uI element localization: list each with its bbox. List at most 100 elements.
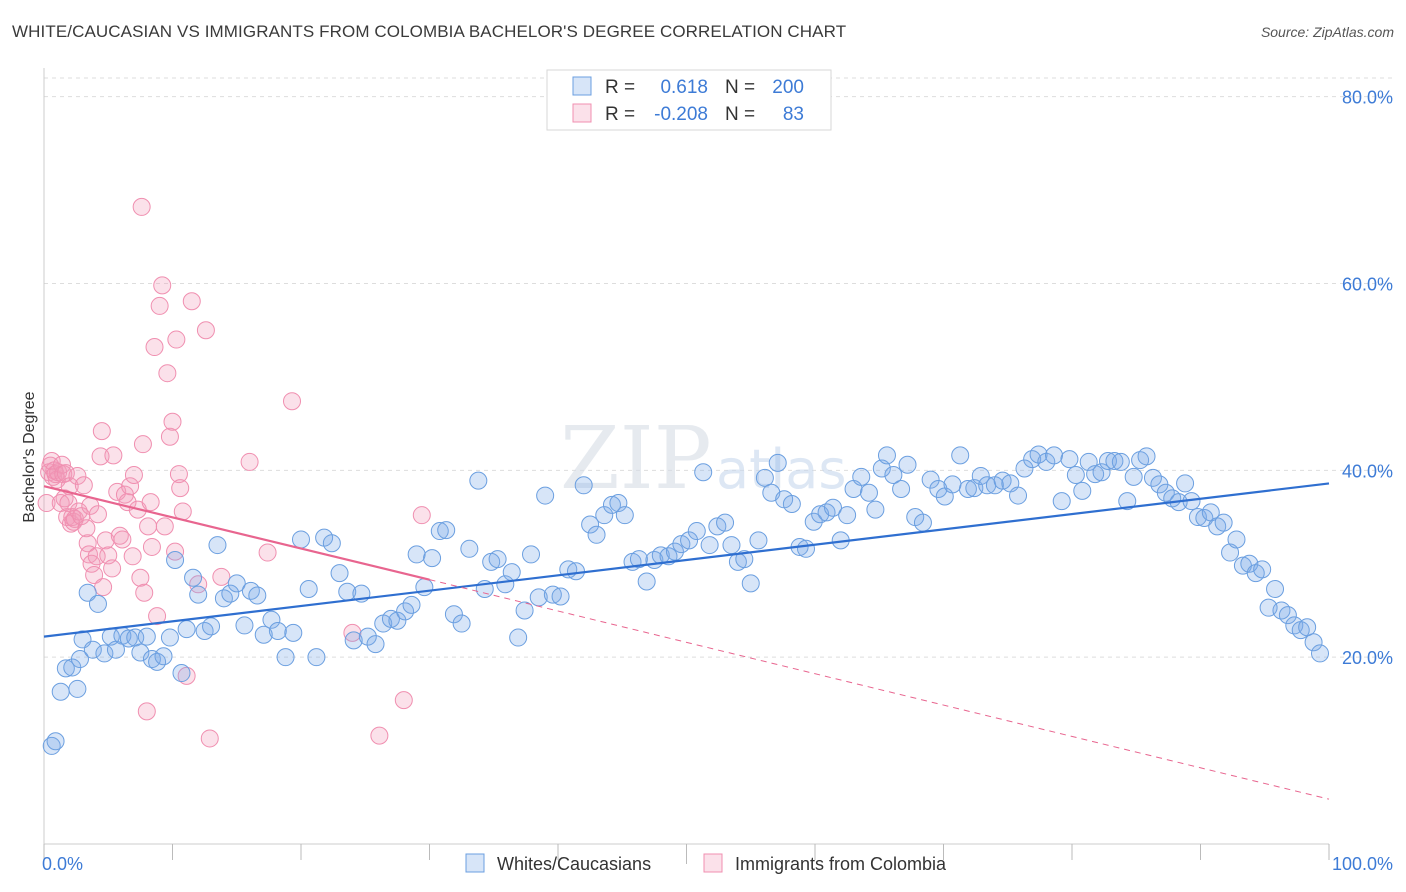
point-whites bbox=[680, 531, 699, 550]
point-whites bbox=[292, 530, 310, 549]
point-whites bbox=[56, 659, 75, 678]
point-whites bbox=[884, 466, 903, 485]
point-whites bbox=[1009, 486, 1028, 505]
point-whites bbox=[749, 531, 768, 550]
point-whites bbox=[722, 536, 741, 555]
point-whites bbox=[160, 628, 179, 647]
point-whites bbox=[797, 539, 816, 558]
point-colombia bbox=[196, 321, 215, 340]
point-whites bbox=[344, 631, 363, 650]
point-whites bbox=[543, 585, 562, 604]
point-colombia bbox=[212, 567, 231, 586]
x-tick-label-min: 0.0% bbox=[42, 854, 83, 874]
point-colombia bbox=[158, 364, 177, 383]
point-whites bbox=[154, 647, 173, 666]
point-colombia bbox=[94, 578, 113, 597]
point-whites bbox=[595, 506, 614, 525]
point-colombia bbox=[104, 446, 123, 465]
point-whites bbox=[1015, 459, 1034, 478]
point-whites bbox=[248, 586, 267, 605]
point-whites bbox=[1060, 450, 1079, 469]
point-whites bbox=[68, 679, 87, 698]
point-whites bbox=[488, 550, 507, 569]
point-whites bbox=[1227, 530, 1246, 549]
point-colombia bbox=[139, 517, 158, 536]
point-whites bbox=[214, 589, 233, 608]
point-colombia bbox=[160, 427, 179, 446]
legend-n-value: 83 bbox=[783, 104, 804, 125]
point-whites bbox=[227, 574, 246, 593]
point-colombia bbox=[132, 197, 151, 216]
point-whites bbox=[716, 513, 735, 532]
point-whites bbox=[254, 625, 273, 644]
legend-r-value: 0.618 bbox=[660, 77, 708, 98]
point-whites bbox=[189, 585, 208, 604]
point-colombia bbox=[142, 537, 161, 556]
point-whites bbox=[83, 640, 102, 659]
point-whites bbox=[581, 515, 600, 534]
point-whites bbox=[898, 455, 917, 474]
point-whites bbox=[929, 480, 948, 499]
point-whites bbox=[142, 650, 161, 669]
point-whites bbox=[838, 506, 857, 525]
point-whites bbox=[913, 513, 932, 532]
trend-line-whites bbox=[43, 482, 1330, 638]
point-colombia bbox=[240, 452, 259, 471]
point-whites bbox=[694, 463, 713, 482]
point-whites bbox=[921, 470, 940, 489]
point-whites bbox=[817, 503, 836, 522]
point-whites bbox=[951, 446, 970, 465]
trend-lines bbox=[43, 482, 1330, 800]
point-whites bbox=[1105, 452, 1124, 470]
y-tick-label: 20.0% bbox=[1342, 648, 1393, 668]
point-colombia bbox=[88, 505, 107, 524]
point-whites bbox=[509, 628, 528, 647]
point-colombia bbox=[68, 466, 87, 485]
point-colombia bbox=[135, 583, 154, 602]
legend-r-label: R = bbox=[605, 104, 635, 125]
point-whites bbox=[515, 601, 534, 620]
y-tick-label: 40.0% bbox=[1342, 461, 1393, 481]
point-whites bbox=[768, 453, 787, 472]
point-colombia bbox=[283, 392, 302, 411]
legend-swatch-whites bbox=[465, 853, 485, 873]
point-whites bbox=[119, 629, 138, 648]
point-whites bbox=[195, 622, 214, 641]
point-whites bbox=[366, 635, 385, 654]
point-whites bbox=[262, 610, 281, 629]
point-whites bbox=[1143, 468, 1162, 487]
gridlines: 20.0% 40.0% 60.0% 80.0% bbox=[44, 77, 1394, 668]
legend-r-label: R = bbox=[605, 77, 635, 98]
point-colombia bbox=[37, 494, 56, 513]
point-whites bbox=[1221, 543, 1240, 562]
point-colombia bbox=[124, 466, 143, 485]
point-whites bbox=[388, 611, 407, 630]
legend-label-whites: Whites/Caucasians bbox=[497, 854, 651, 874]
point-colombia bbox=[69, 502, 88, 521]
point-colombia bbox=[412, 506, 431, 525]
point-whites bbox=[536, 486, 555, 505]
point-whites bbox=[1137, 447, 1156, 466]
point-whites bbox=[566, 562, 585, 581]
point-whites bbox=[307, 648, 326, 667]
point-whites bbox=[1098, 452, 1117, 470]
watermark-zip: ZIP bbox=[560, 409, 712, 509]
point-whites bbox=[284, 623, 303, 642]
legend-swatch bbox=[572, 103, 592, 123]
point-whites bbox=[866, 500, 885, 519]
point-whites bbox=[1311, 644, 1330, 663]
point-whites bbox=[629, 550, 648, 569]
point-whites bbox=[1278, 606, 1297, 625]
point-colombia bbox=[343, 623, 362, 642]
point-colombia bbox=[74, 476, 93, 495]
legend-swatch-colombia bbox=[703, 853, 723, 873]
point-whites bbox=[943, 475, 962, 494]
point-whites bbox=[396, 602, 415, 621]
point-whites bbox=[330, 564, 349, 583]
point-whites bbox=[637, 572, 656, 591]
point-colombia bbox=[137, 702, 156, 721]
point-colombia bbox=[153, 276, 172, 295]
legend-n-value: 200 bbox=[772, 77, 804, 98]
point-whites bbox=[1073, 481, 1092, 500]
point-whites bbox=[892, 480, 911, 499]
